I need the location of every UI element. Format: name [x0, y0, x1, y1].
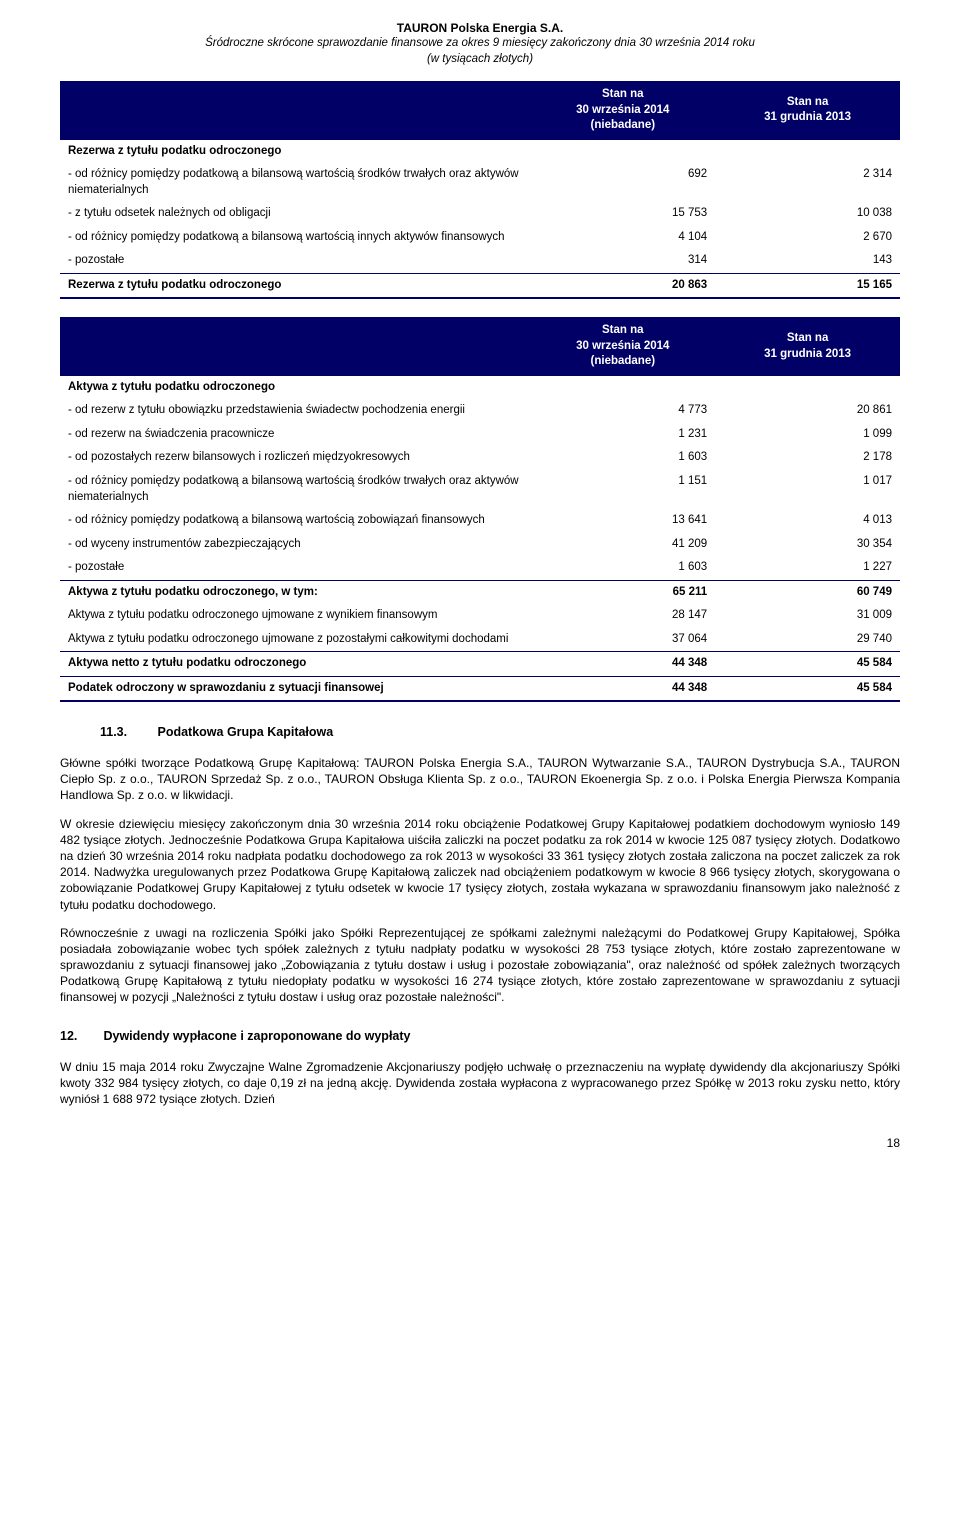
table-header-col1: Stan na 30 września 2014 (niebadane)	[530, 81, 715, 140]
row-value: 4 013	[715, 509, 900, 533]
row-value: 1 227	[715, 556, 900, 580]
row-label: Rezerwa z tytułu podatku odroczonego	[60, 273, 530, 298]
row-value: 2 670	[715, 226, 900, 250]
row-value: 30 354	[715, 533, 900, 557]
row-label: - pozostałe	[60, 556, 530, 580]
table-row: - od pozostałych rezerw bilansowych i ro…	[60, 446, 900, 470]
row-value: 41 209	[530, 533, 715, 557]
row-value: 1 099	[715, 423, 900, 447]
table-row: - pozostałe 314 143	[60, 249, 900, 273]
assets-table-header: Stan na 30 września 2014 (niebadane) Sta…	[60, 317, 900, 376]
row-label: - z tytułu odsetek należnych od obligacj…	[60, 202, 530, 226]
table-row: - od różnicy pomiędzy podatkową a bilans…	[60, 509, 900, 533]
table-header-blank	[60, 317, 530, 376]
row-value: 28 147	[530, 604, 715, 628]
row-value: 4 104	[530, 226, 715, 250]
row-value: 29 740	[715, 628, 900, 652]
reserve-section-title: Rezerwa z tytułu podatku odroczonego	[60, 140, 530, 164]
document-subtitle-1: Śródroczne skrócone sprawozdanie finanso…	[60, 36, 900, 52]
row-value: 1 151	[530, 470, 715, 509]
table-row: - od różnicy pomiędzy podatkową a bilans…	[60, 163, 900, 202]
row-value: 1 603	[530, 446, 715, 470]
section-12-heading: 12. Dywidendy wypłacone i zaproponowane …	[60, 1028, 900, 1045]
row-label: Podatek odroczony w sprawozdaniu z sytua…	[60, 676, 530, 701]
assets-section-title-row: Aktywa z tytułu podatku odroczonego	[60, 376, 900, 400]
table-header-blank	[60, 81, 530, 140]
row-value: 2 314	[715, 163, 900, 202]
row-value: 4 773	[530, 399, 715, 423]
row-value: 45 584	[715, 676, 900, 701]
page-number: 18	[60, 1135, 900, 1151]
reserve-section-title-row: Rezerwa z tytułu podatku odroczonego	[60, 140, 900, 164]
row-value: 10 038	[715, 202, 900, 226]
document-subtitle-2: (w tysiącach złotych)	[60, 52, 900, 68]
table-row: - od różnicy pomiędzy podatkową a bilans…	[60, 470, 900, 509]
row-label: - od wyceny instrumentów zabezpieczający…	[60, 533, 530, 557]
reserve-total-row: Rezerwa z tytułu podatku odroczonego 20 …	[60, 273, 900, 298]
row-value: 314	[530, 249, 715, 273]
row-value: 20 863	[530, 273, 715, 298]
table-row: - od rezerw z tytułu obowiązku przedstaw…	[60, 399, 900, 423]
table-row: Aktywa z tytułu podatku odroczonego ujmo…	[60, 604, 900, 628]
section-number: 12.	[60, 1028, 100, 1045]
row-value: 13 641	[530, 509, 715, 533]
row-value: 692	[530, 163, 715, 202]
row-label: - od różnicy pomiędzy podatkową a bilans…	[60, 226, 530, 250]
row-label: Aktywa z tytułu podatku odroczonego ujmo…	[60, 604, 530, 628]
row-value: 1 231	[530, 423, 715, 447]
reserve-table-header: Stan na 30 września 2014 (niebadane) Sta…	[60, 81, 900, 140]
assets-section-title: Aktywa z tytułu podatku odroczonego	[60, 376, 530, 400]
deferred-tax-row: Podatek odroczony w sprawozdaniu z sytua…	[60, 676, 900, 701]
body-paragraph: Równocześnie z uwagi na rozliczenia Spół…	[60, 925, 900, 1006]
row-value: 1 017	[715, 470, 900, 509]
row-value: 37 064	[530, 628, 715, 652]
section-title: Dywidendy wypłacone i zaproponowane do w…	[103, 1029, 410, 1043]
table-row: Aktywa z tytułu podatku odroczonego ujmo…	[60, 628, 900, 652]
row-value: 45 584	[715, 652, 900, 677]
document-title: TAURON Polska Energia S.A.	[60, 20, 900, 36]
row-label: - od różnicy pomiędzy podatkową a bilans…	[60, 163, 530, 202]
table-row: - pozostałe 1 603 1 227	[60, 556, 900, 580]
section-number: 11.3.	[100, 724, 154, 741]
row-value: 15 165	[715, 273, 900, 298]
section-title: Podatkowa Grupa Kapitałowa	[157, 725, 333, 739]
row-value: 143	[715, 249, 900, 273]
body-paragraph: W dniu 15 maja 2014 roku Zwyczajne Walne…	[60, 1059, 900, 1108]
row-label: Aktywa z tytułu podatku odroczonego, w t…	[60, 580, 530, 604]
table-header-col2: Stan na 31 grudnia 2013	[715, 317, 900, 376]
body-paragraph: Główne spółki tworzące Podatkową Grupę K…	[60, 755, 900, 804]
assets-net-row: Aktywa netto z tytułu podatku odroczoneg…	[60, 652, 900, 677]
table-header-col1: Stan na 30 września 2014 (niebadane)	[530, 317, 715, 376]
row-value: 15 753	[530, 202, 715, 226]
table-row: - z tytułu odsetek należnych od obligacj…	[60, 202, 900, 226]
row-label: - od różnicy pomiędzy podatkową a bilans…	[60, 509, 530, 533]
row-label: - od rezerw z tytułu obowiązku przedstaw…	[60, 399, 530, 423]
assets-subtotal-row: Aktywa z tytułu podatku odroczonego, w t…	[60, 580, 900, 604]
row-label: - od rezerw na świadczenia pracownicze	[60, 423, 530, 447]
body-paragraph: W okresie dziewięciu miesięcy zakończony…	[60, 816, 900, 913]
row-value: 20 861	[715, 399, 900, 423]
row-value: 31 009	[715, 604, 900, 628]
section-11-3-heading: 11.3. Podatkowa Grupa Kapitałowa	[60, 724, 900, 741]
reserve-table: Stan na 30 września 2014 (niebadane) Sta…	[60, 81, 900, 299]
row-label: Aktywa netto z tytułu podatku odroczoneg…	[60, 652, 530, 677]
row-value: 60 749	[715, 580, 900, 604]
row-label: - pozostałe	[60, 249, 530, 273]
row-label: - od różnicy pomiędzy podatkową a bilans…	[60, 470, 530, 509]
assets-table: Stan na 30 września 2014 (niebadane) Sta…	[60, 317, 900, 702]
row-value: 44 348	[530, 676, 715, 701]
table-row: - od różnicy pomiędzy podatkową a bilans…	[60, 226, 900, 250]
table-row: - od wyceny instrumentów zabezpieczający…	[60, 533, 900, 557]
row-value: 2 178	[715, 446, 900, 470]
table-row: - od rezerw na świadczenia pracownicze 1…	[60, 423, 900, 447]
row-value: 44 348	[530, 652, 715, 677]
row-value: 1 603	[530, 556, 715, 580]
document-header: TAURON Polska Energia S.A. Śródroczne sk…	[60, 20, 900, 67]
table-header-col2: Stan na 31 grudnia 2013	[715, 81, 900, 140]
row-value: 65 211	[530, 580, 715, 604]
row-label: - od pozostałych rezerw bilansowych i ro…	[60, 446, 530, 470]
row-label: Aktywa z tytułu podatku odroczonego ujmo…	[60, 628, 530, 652]
